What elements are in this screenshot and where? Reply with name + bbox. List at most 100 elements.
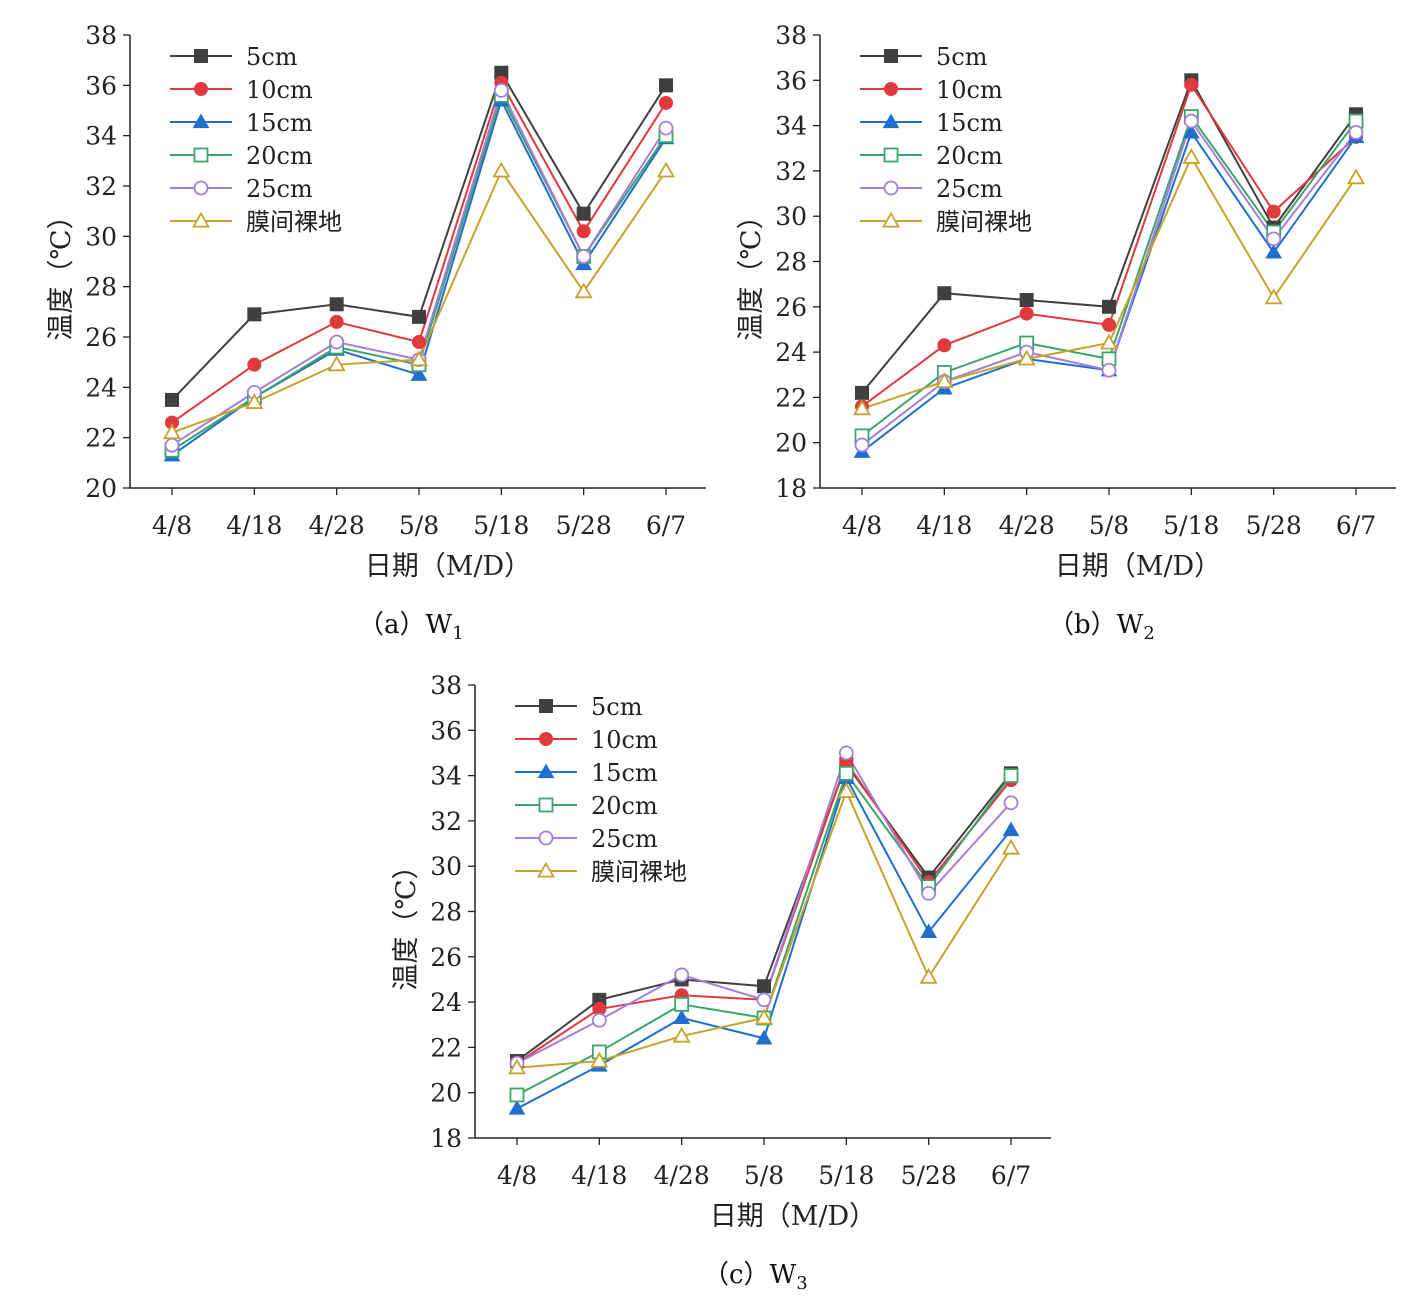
data-point — [1017, 349, 1036, 366]
data-point — [1182, 148, 1201, 164]
data-point — [576, 224, 591, 239]
data-point — [576, 206, 591, 221]
legend-label: 膜间裸地 — [246, 208, 342, 236]
data-point — [410, 366, 428, 381]
data-point — [852, 399, 872, 416]
legend-marker — [538, 797, 554, 813]
y-tick-label: 22 — [85, 424, 117, 453]
x-tick-label: 5/18 — [1163, 511, 1219, 540]
data-point — [920, 923, 938, 938]
y-tick-label: 20 — [430, 1079, 462, 1108]
data-point — [591, 1012, 607, 1028]
x-tick-label: 5/8 — [1089, 511, 1129, 540]
data-point — [838, 765, 854, 781]
legend-label: 10cm — [591, 726, 658, 754]
data-point — [1003, 795, 1019, 811]
data-point — [754, 1008, 774, 1025]
data-point — [1102, 317, 1116, 332]
x-tick-label: 4/28 — [309, 511, 365, 540]
legend-label: 5cm — [246, 43, 298, 71]
data-point — [509, 1087, 525, 1103]
legend-label: 20cm — [591, 792, 658, 820]
y-tick-label: 28 — [85, 273, 117, 302]
data-point — [164, 437, 180, 453]
y-axis-title: 温度（℃） — [736, 202, 767, 340]
x-tick-label: 6/7 — [991, 1161, 1031, 1190]
legend-marker — [536, 861, 556, 878]
data-point — [757, 979, 771, 994]
data-point — [854, 437, 870, 453]
data-point — [855, 385, 869, 400]
legend-label: 5cm — [591, 693, 643, 721]
legend-marker — [883, 180, 899, 196]
data-point — [1265, 243, 1283, 259]
data-point — [508, 1100, 526, 1115]
y-tick-label: 36 — [430, 716, 462, 745]
legend-label: 20cm — [246, 142, 313, 170]
y-tick-label: 28 — [775, 248, 807, 277]
y-tick-label: 38 — [775, 21, 807, 50]
data-point — [919, 967, 938, 984]
legend-label: 膜间裸地 — [591, 858, 687, 886]
data-point — [1264, 288, 1283, 305]
y-tick-label: 24 — [775, 338, 807, 367]
legend-marker — [192, 113, 210, 129]
y-tick-label: 18 — [430, 1124, 462, 1153]
data-point — [659, 95, 673, 110]
y-tick-label: 22 — [430, 1033, 462, 1062]
chart-c: 18 20 22 24 26 28 30 32 34 36 38 4/8 4/18 4/28 5/8 5/18… — [345, 650, 1065, 1300]
data-point — [162, 423, 182, 440]
series-line — [516, 771, 1012, 1096]
data-point — [1003, 768, 1019, 783]
x-tick-label: 5/18 — [473, 511, 529, 540]
y-tick-label: 24 — [85, 373, 117, 402]
y-tick-label: 28 — [430, 898, 462, 927]
legend-label: 25cm — [591, 825, 658, 853]
x-tick-label: 5/8 — [744, 1161, 784, 1190]
y-tick-label: 20 — [775, 429, 807, 458]
legend-label: 10cm — [936, 76, 1003, 104]
x-tick-label: 4/8 — [842, 511, 882, 540]
legend-marker — [194, 82, 208, 96]
data-point — [1266, 204, 1281, 219]
x-axis-title: 日期（M/D） — [710, 1201, 876, 1232]
y-tick-label: 36 — [85, 71, 117, 100]
data-point — [1348, 124, 1364, 140]
data-point — [656, 161, 676, 178]
legend-marker — [191, 211, 211, 228]
x-tick-label: 4/8 — [497, 1161, 537, 1190]
x-axis-title: 日期（M/D） — [1055, 551, 1221, 582]
y-tick-label: 38 — [430, 671, 462, 700]
y-axis-title: 温度（℃） — [46, 202, 77, 340]
legend: 5cm 10cm 15cm 20cm 25cm 膜间裸地 — [170, 43, 342, 236]
chart-caption-subscript: 2 — [1143, 623, 1154, 644]
axes: 18 20 22 24 26 28 30 32 34 36 38 4/8 4/18 4/28 5/8 5/18… — [430, 671, 1051, 1190]
x-tick-label: 5/28 — [901, 1161, 957, 1190]
x-tick-label: 6/7 — [1336, 511, 1376, 540]
data-point — [574, 282, 593, 299]
y-tick-label: 26 — [85, 323, 117, 352]
data-point — [1019, 293, 1034, 308]
legend: 5cm 10cm 15cm 20cm 25cm 膜间裸地 — [860, 43, 1032, 236]
data-point — [1266, 231, 1282, 247]
y-tick-label: 38 — [85, 21, 117, 50]
legend-label: 25cm — [936, 175, 1003, 203]
y-tick-label: 32 — [775, 157, 807, 186]
x-tick-label: 4/28 — [654, 1161, 710, 1190]
data-point — [576, 249, 592, 264]
chart-a: 20 22 24 26 28 30 32 34 36 38 4/8 4/18 4/28 5/8 5/18 5/… — [0, 0, 720, 650]
x-axis-title: 日期（M/D） — [365, 551, 531, 582]
chart-b: 18 20 22 24 26 28 30 32 34 36 38 4/8 4/18 4/28 5/8 5/18… — [690, 0, 1410, 650]
series-group — [852, 73, 1366, 458]
x-tick-label: 4/8 — [152, 511, 192, 540]
legend-label: 5cm — [936, 43, 988, 71]
x-tick-label: 5/28 — [556, 511, 612, 540]
legend-marker — [193, 180, 209, 196]
data-point — [327, 355, 346, 372]
legend-marker — [538, 830, 554, 846]
legend-label: 25cm — [246, 175, 313, 203]
data-point — [247, 357, 262, 372]
legend-label: 15cm — [246, 109, 313, 137]
data-point — [937, 286, 952, 301]
y-tick-label: 22 — [775, 383, 807, 412]
